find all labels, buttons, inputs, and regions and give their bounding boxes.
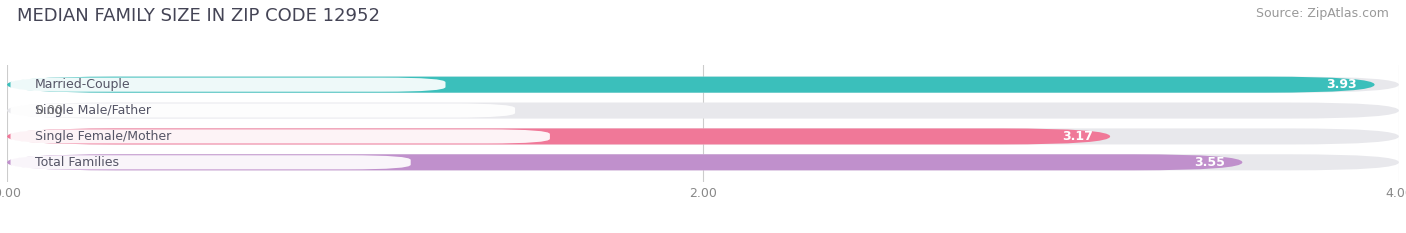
FancyBboxPatch shape bbox=[7, 128, 1399, 144]
FancyBboxPatch shape bbox=[10, 103, 515, 118]
Text: 3.55: 3.55 bbox=[1194, 156, 1225, 169]
Text: 0.00: 0.00 bbox=[35, 104, 63, 117]
FancyBboxPatch shape bbox=[10, 155, 411, 169]
FancyBboxPatch shape bbox=[7, 154, 1399, 170]
Text: 3.93: 3.93 bbox=[1327, 78, 1357, 91]
FancyBboxPatch shape bbox=[10, 78, 446, 92]
Text: MEDIAN FAMILY SIZE IN ZIP CODE 12952: MEDIAN FAMILY SIZE IN ZIP CODE 12952 bbox=[17, 7, 380, 25]
FancyBboxPatch shape bbox=[10, 129, 550, 144]
Text: 3.17: 3.17 bbox=[1062, 130, 1092, 143]
FancyBboxPatch shape bbox=[7, 154, 1243, 170]
Text: Single Male/Father: Single Male/Father bbox=[35, 104, 150, 117]
FancyBboxPatch shape bbox=[7, 128, 1111, 144]
Text: Married-Couple: Married-Couple bbox=[35, 78, 131, 91]
Text: Source: ZipAtlas.com: Source: ZipAtlas.com bbox=[1256, 7, 1389, 20]
FancyBboxPatch shape bbox=[7, 77, 1375, 93]
Text: Single Female/Mother: Single Female/Mother bbox=[35, 130, 172, 143]
FancyBboxPatch shape bbox=[7, 103, 1399, 119]
Text: Total Families: Total Families bbox=[35, 156, 120, 169]
FancyBboxPatch shape bbox=[7, 77, 1399, 93]
